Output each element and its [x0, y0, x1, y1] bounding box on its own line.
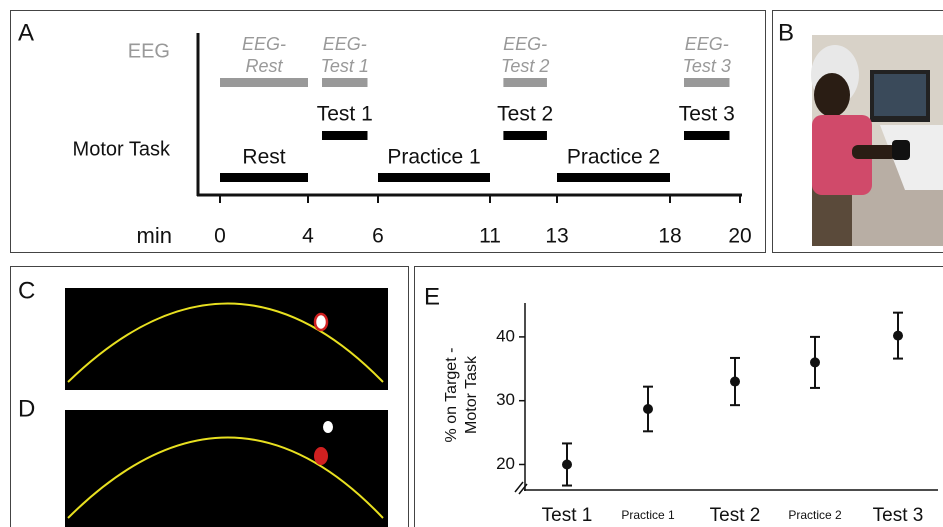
eeg-block-label: Rest — [245, 56, 283, 76]
tick-label: 0 — [214, 225, 226, 248]
motor-block-label: Practice 1 — [387, 146, 480, 169]
motor-block-label: Rest — [242, 146, 285, 169]
eeg-block-label: EEG- — [685, 34, 729, 54]
motor-block — [557, 173, 670, 182]
panel-letter: A — [18, 19, 34, 46]
eeg-block — [220, 78, 308, 87]
tick-label: 20 — [728, 225, 751, 248]
x-tick-label: Practice 2 — [788, 508, 842, 522]
panel-letter: D — [18, 395, 35, 422]
task-screen — [65, 410, 388, 527]
tick-label: 11 — [479, 225, 501, 248]
eeg-block — [503, 78, 547, 87]
y-tick-label: 20 — [496, 454, 515, 473]
y-tick-label: 30 — [496, 390, 515, 409]
point — [643, 404, 653, 414]
eeg-block-label: Test 1 — [321, 56, 369, 76]
point — [730, 377, 740, 387]
x-tick-label: Test 1 — [542, 505, 593, 526]
motor-block — [503, 131, 547, 140]
motor-block — [322, 131, 368, 140]
panel-letter: C — [18, 277, 35, 304]
eeg-block-label: EEG- — [242, 34, 286, 54]
panel-letter: E — [424, 283, 440, 310]
motor-block-label: Test 2 — [497, 103, 553, 126]
x-tick-label: Test 3 — [873, 505, 924, 526]
eeg-block-label: Test 3 — [683, 56, 731, 76]
eeg-block-label: EEG- — [503, 34, 547, 54]
row-label: Motor Task — [73, 138, 171, 160]
motor-block-label: Test 1 — [317, 103, 373, 126]
motor-block — [378, 173, 490, 182]
tick-label: 4 — [302, 225, 314, 248]
motor-block — [220, 173, 308, 182]
eeg-block — [322, 78, 368, 87]
y-axis-label: Motor Task — [463, 355, 480, 434]
panel-e-frame — [415, 267, 943, 527]
eeg-block — [684, 78, 730, 87]
photo — [811, 35, 943, 246]
point — [893, 331, 903, 341]
tick-label: 6 — [372, 225, 384, 248]
y-tick-label: 40 — [496, 326, 515, 345]
motor-block-label: Practice 2 — [567, 146, 660, 169]
tick-label: 13 — [545, 225, 568, 248]
eeg-block-label: Test 2 — [501, 56, 549, 76]
x-tick-label: Practice 1 — [621, 508, 675, 522]
point — [562, 459, 572, 469]
motor-block — [684, 131, 730, 140]
panel-a-frame — [11, 11, 766, 253]
axis-label: min — [137, 223, 172, 248]
motor-block-label: Test 3 — [679, 103, 735, 126]
eeg-block-label: EEG- — [323, 34, 367, 54]
x-tick-label: Test 2 — [710, 505, 761, 526]
task-screen — [65, 288, 388, 390]
figure: A B C D E EEG Motor Task min 0 4 6 11 13 18 20… — [0, 0, 943, 527]
point — [810, 357, 820, 367]
row-label: EEG — [128, 40, 170, 62]
y-axis-label: % on Target - — [443, 348, 460, 443]
tick-label: 18 — [658, 225, 681, 248]
panel-letter: B — [778, 19, 794, 46]
